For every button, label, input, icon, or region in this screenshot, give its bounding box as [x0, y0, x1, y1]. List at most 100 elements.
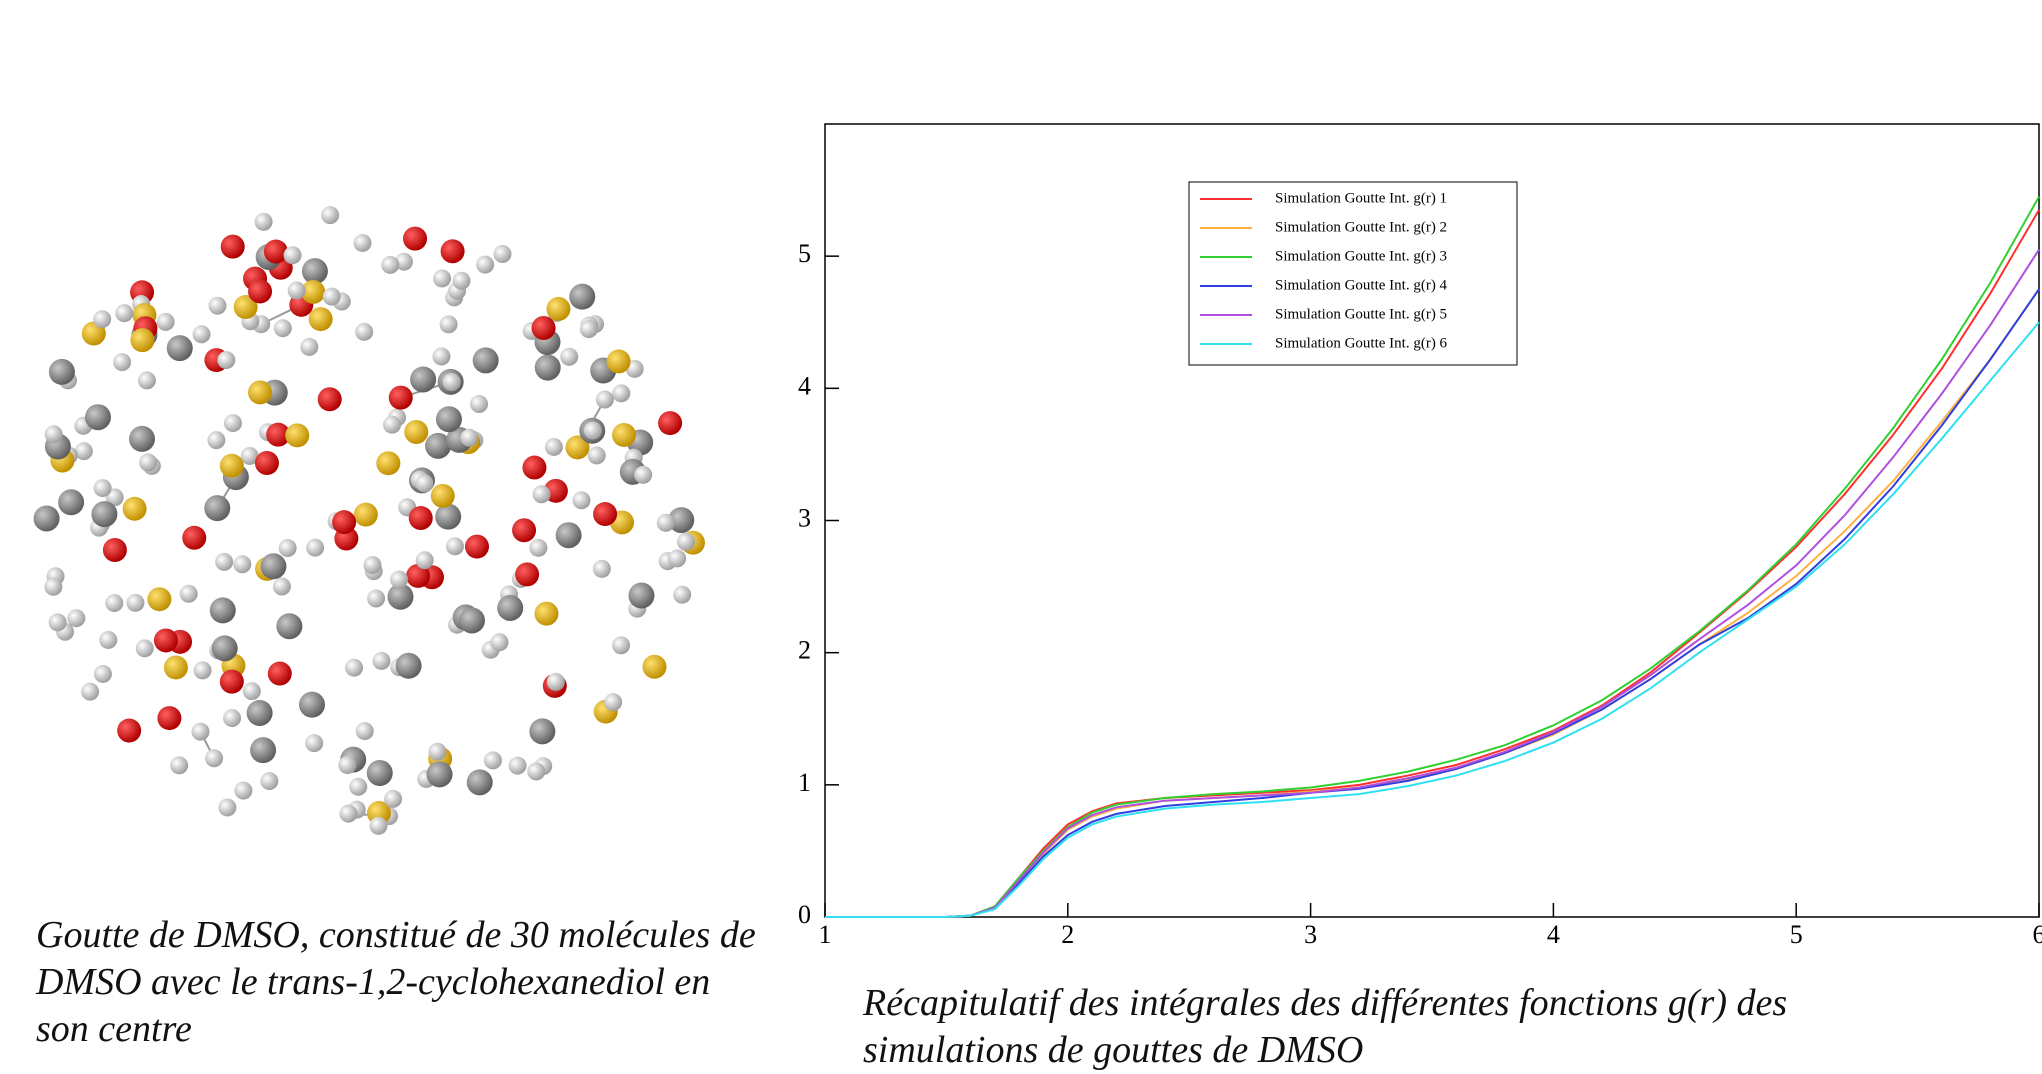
atom: [345, 659, 363, 677]
atom: [584, 422, 602, 440]
atom: [533, 485, 551, 503]
x-tick-label: 5: [1790, 920, 1803, 949]
atom: [93, 310, 111, 328]
atom: [353, 234, 371, 252]
atom: [512, 518, 536, 542]
atom: [243, 682, 261, 700]
atom: [410, 366, 436, 392]
atom: [220, 454, 244, 478]
atom: [94, 479, 112, 497]
atom: [193, 325, 211, 343]
atom: [628, 583, 654, 609]
legend-label: Simulation Goutte Int. g(r) 1: [1275, 190, 1447, 206]
atom: [436, 406, 462, 432]
atom: [220, 670, 244, 694]
atom: [404, 420, 428, 444]
atom: [634, 466, 652, 484]
atom: [435, 504, 461, 530]
atom: [560, 348, 578, 366]
atom: [467, 769, 493, 795]
atom: [167, 335, 193, 361]
atom: [491, 633, 509, 651]
atom: [460, 429, 478, 447]
atom: [573, 491, 591, 509]
atom: [427, 761, 453, 787]
atom: [157, 313, 175, 331]
atom: [182, 526, 206, 550]
atom: [44, 578, 62, 596]
atom: [309, 307, 333, 331]
atom: [607, 349, 631, 373]
atom: [191, 723, 209, 741]
atom: [113, 353, 131, 371]
atom: [85, 404, 111, 430]
atom: [99, 631, 117, 649]
atom: [67, 609, 85, 627]
atom: [205, 749, 223, 767]
atom: [136, 639, 154, 657]
atom: [247, 700, 273, 726]
y-tick-label: 4: [798, 371, 811, 400]
y-tick-label: 1: [798, 768, 811, 797]
atom: [157, 706, 181, 730]
atom: [432, 347, 450, 365]
atom: [604, 693, 622, 711]
atom: [264, 240, 288, 264]
atom: [123, 497, 147, 521]
atom: [415, 474, 433, 492]
atom: [535, 602, 559, 626]
series-line: [825, 289, 2039, 917]
atom: [338, 756, 356, 774]
atom: [321, 206, 339, 224]
atom: [440, 315, 458, 333]
atom: [612, 423, 636, 447]
atom: [49, 359, 75, 385]
atom: [446, 537, 464, 555]
atom: [208, 297, 226, 315]
atom: [433, 269, 451, 287]
atom: [596, 391, 614, 409]
y-tick-label: 5: [798, 239, 811, 268]
atom: [255, 451, 279, 475]
legend-label: Simulation Goutte Int. g(r) 5: [1275, 306, 1447, 322]
atom: [515, 562, 539, 586]
atom: [130, 328, 154, 352]
chart-caption: Récapitulatif des intégrales des différe…: [863, 980, 1943, 1074]
atom: [250, 737, 276, 763]
atom: [117, 719, 141, 743]
atom: [355, 323, 373, 341]
atom: [288, 281, 306, 299]
series-line: [825, 289, 2039, 917]
atom: [459, 607, 485, 633]
atom: [129, 426, 155, 452]
atom: [569, 284, 595, 310]
atom: [300, 338, 318, 356]
atom: [210, 597, 236, 623]
atom: [248, 279, 272, 303]
atom: [305, 734, 323, 752]
atom: [349, 778, 367, 796]
atom: [260, 553, 286, 579]
atom: [103, 538, 127, 562]
series-line: [825, 322, 2039, 917]
atom: [476, 256, 494, 274]
atom: [224, 414, 242, 432]
atom: [306, 539, 324, 557]
y-tick-label: 2: [798, 636, 811, 665]
atom: [383, 416, 401, 434]
atom: [274, 319, 292, 337]
atom: [284, 246, 302, 264]
molecule-caption: Goutte de DMSO, constitué de 30 molécule…: [36, 912, 756, 1053]
atom: [332, 510, 356, 534]
atom: [473, 347, 499, 373]
atom: [376, 451, 400, 475]
atom: [255, 213, 273, 231]
atom: [532, 316, 556, 340]
atom: [221, 235, 245, 259]
atom: [381, 256, 399, 274]
atom: [547, 673, 565, 691]
atom: [593, 502, 617, 526]
atom: [593, 560, 611, 578]
